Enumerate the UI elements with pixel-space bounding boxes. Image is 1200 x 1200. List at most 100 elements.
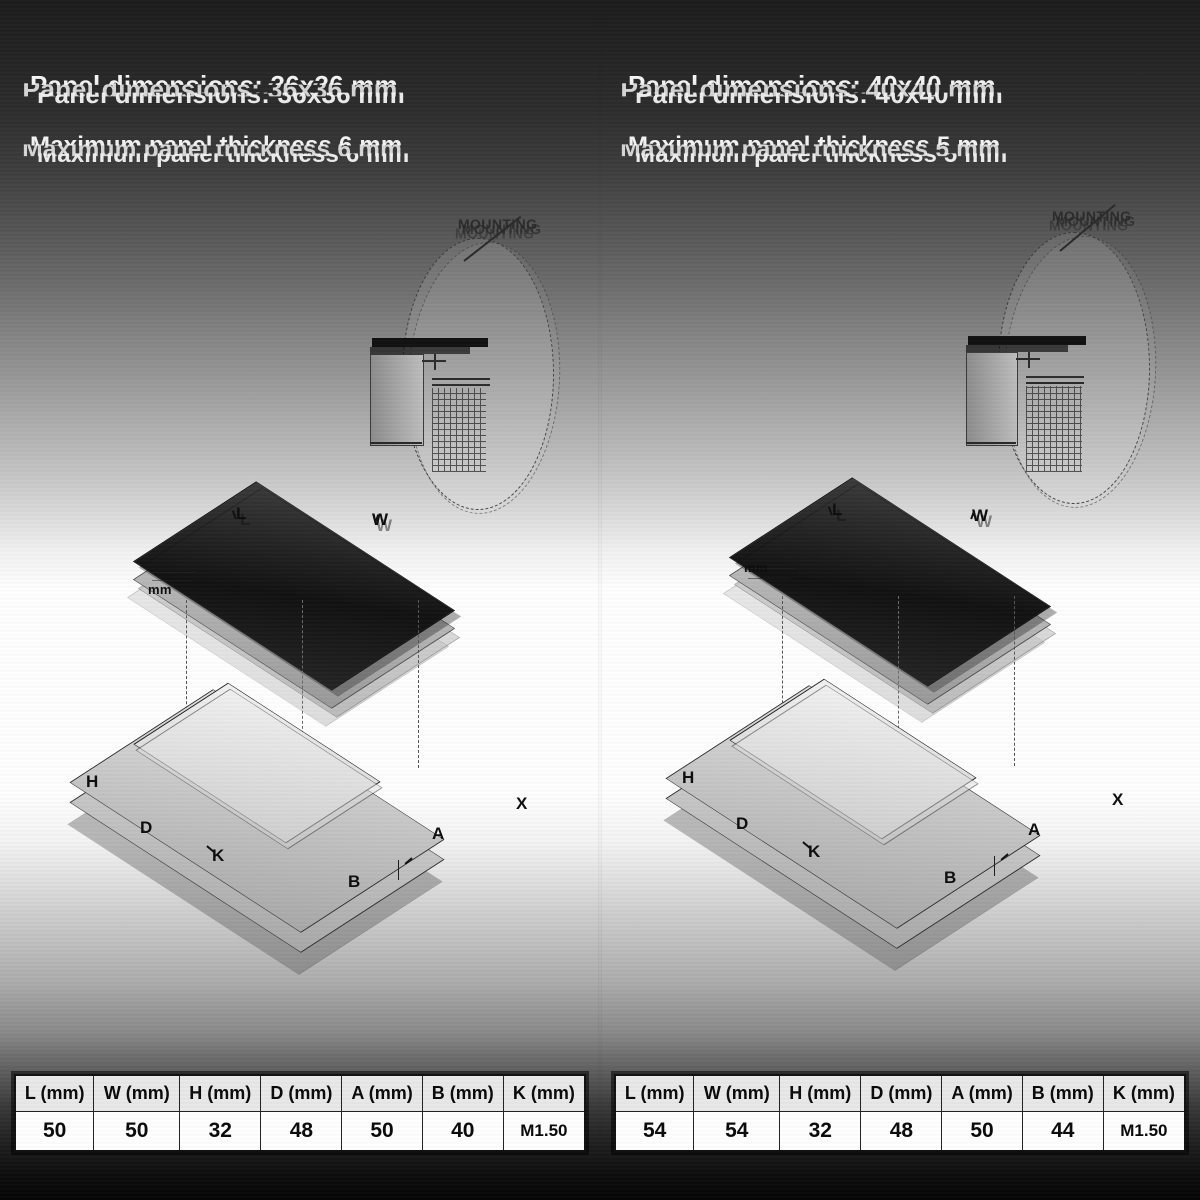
label-H: H (86, 772, 99, 791)
left-heading-1-layer-c: Panel dimensions: 36x36 mm (22, 74, 398, 104)
left-drawing-panel: Panel dimensions: 36x36 mm Panel dimensi… (0, 0, 600, 1152)
right-headings: Panel dimensions: 40x40 mm Panel dimensi… (620, 70, 1168, 188)
table-header-row: L (mm) W (mm) H (mm) D (mm) A (mm) B (mm… (14, 1074, 586, 1112)
callout-title-ghost-a: MOUNTING (462, 221, 542, 237)
td-L: 54 (614, 1111, 695, 1152)
xsec-plate-top (372, 338, 488, 347)
left-heading-1: Panel dimensions: 36x36 mm Panel dimensi… (22, 70, 570, 126)
left-heading-2: Maximum panel thickness 6 mm Maximum pan… (22, 132, 570, 188)
label-L: L (236, 504, 247, 523)
callout-title-ghost-b: MOUNTING (455, 224, 535, 242)
label-B: B (348, 872, 361, 891)
label-X: X (1112, 790, 1124, 809)
left-heading-1-layer-a: Panel dimensions: 36x36 mm (30, 70, 398, 100)
tick-b (398, 860, 400, 880)
right-heading-2-layer-b: Maximum panel thickness 5 mm (635, 141, 1008, 168)
right-heading-1-layer-a: Panel dimensions: 40x40 mm (628, 70, 996, 100)
xsec-rule-d (432, 384, 490, 386)
label-mm: mm (744, 560, 768, 575)
right-heading-2-layer-a: Maximum panel thickness 5 mm (628, 132, 1001, 159)
th-B: B (mm) (421, 1074, 504, 1112)
th-A: A (mm) (941, 1074, 1023, 1112)
label-B: B (944, 868, 957, 887)
left-dimension-table-wrap: L (mm) W (mm) H (mm) D (mm) A (mm) B (mm… (14, 1074, 586, 1152)
box-assembly (67, 660, 508, 975)
label-W: W (972, 506, 989, 525)
th-D: D (mm) (260, 1074, 343, 1112)
td-K: M1.50 (502, 1111, 586, 1152)
label-D: D (140, 818, 153, 837)
th-K: K (mm) (1102, 1074, 1186, 1112)
td-B: 40 (421, 1111, 504, 1152)
xsec-rule-c (1026, 376, 1084, 378)
label-A: A (432, 824, 445, 843)
right-dimension-table: L (mm) W (mm) H (mm) D (mm) A (mm) B (mm… (614, 1074, 1186, 1152)
th-D: D (mm) (860, 1074, 943, 1112)
callout-cross-section (966, 328, 1152, 478)
leader-mm-ghost (152, 580, 192, 582)
label-W: W (372, 510, 389, 529)
label-W-ghost: W (976, 512, 993, 531)
left-heading-2-layer-a: Maximum panel thickness 6 mm (30, 132, 403, 159)
label-X: X (516, 794, 528, 813)
th-W: W (mm) (93, 1074, 181, 1112)
td-W: 54 (693, 1111, 781, 1152)
xsec-plate-top (968, 336, 1086, 345)
th-L: L (mm) (614, 1074, 695, 1112)
left-dimension-table: L (mm) W (mm) H (mm) D (mm) A (mm) B (mm… (14, 1074, 586, 1152)
callout-title-ghost-b: MOUNTING (1049, 216, 1129, 234)
td-D: 48 (860, 1111, 943, 1152)
right-heading-2-layer-c: Maximum panel thickness 5 mm (620, 136, 1001, 163)
th-A: A (mm) (341, 1074, 423, 1112)
xsec-hatch-region (432, 388, 486, 472)
label-K: K (212, 846, 225, 865)
left-exploded-assembly: L W mm H D A B K X L W (0, 0, 600, 1000)
right-dimension-table-wrap: L (mm) W (mm) H (mm) D (mm) A (mm) B (mm… (614, 1074, 1186, 1152)
callout-title: MOUNTING (458, 216, 538, 232)
left-heading-2-layer-b: Maximum panel thickness 6 mm (37, 141, 410, 168)
right-heading-1-layer-c: Panel dimensions: 40x40 mm (620, 74, 996, 104)
xsec-body-left (966, 352, 1018, 446)
leader-mm-ghost (748, 578, 790, 580)
table-row: 50 50 32 48 50 40 M1.50 (14, 1111, 586, 1152)
td-W: 50 (93, 1111, 181, 1152)
th-B: B (mm) (1021, 1074, 1104, 1112)
leader-mm (150, 572, 196, 574)
panel-divider (598, 0, 602, 1200)
xsec-rule-c (432, 378, 490, 380)
label-mm: mm (148, 582, 172, 597)
left-heading-2-layer-c: Maximum panel thickness 6 mm (22, 136, 403, 163)
left-headings: Panel dimensions: 36x36 mm Panel dimensi… (22, 70, 570, 188)
td-H: 32 (779, 1111, 862, 1152)
label-W-ghost: W (376, 516, 393, 535)
label-H: H (682, 768, 695, 787)
table-header-row: L (mm) W (mm) H (mm) D (mm) A (mm) B (mm… (614, 1074, 1186, 1112)
right-heading-1-layer-b: Panel dimensions: 40x40 mm (635, 79, 1003, 109)
callout-title-ghost-a: MOUNTING (1056, 213, 1136, 229)
xsec-rule-e (370, 442, 422, 444)
callout-cross-section (370, 330, 558, 480)
label-L-ghost: L (240, 510, 251, 529)
tick-b (994, 856, 996, 876)
left-heading-1-layer-b: Panel dimensions: 36x36 mm (37, 79, 405, 109)
th-H: H (mm) (779, 1074, 862, 1112)
td-H: 32 (179, 1111, 262, 1152)
projection-line-left (782, 596, 783, 758)
projection-line-right (1014, 596, 1015, 766)
box-assembly (663, 656, 1104, 971)
xsec-rule-b (1028, 352, 1030, 368)
td-K: M1.50 (1102, 1111, 1186, 1152)
xsec-plate-top-ghost (370, 347, 470, 354)
th-L: L (mm) (14, 1074, 95, 1112)
label-D: D (736, 814, 749, 833)
right-exploded-assembly: L W mm H D A B K X L W (600, 0, 1200, 1000)
xsec-rule-d (1026, 382, 1084, 384)
xsec-plate-top-ghost (966, 345, 1068, 352)
right-heading-1: Panel dimensions: 40x40 mm Panel dimensi… (620, 70, 1168, 126)
right-heading-2: Maximum panel thickness 5 mm Maximum pan… (620, 132, 1168, 188)
xsec-hatch-region (1026, 386, 1082, 472)
callout-title: MOUNTING (1052, 208, 1132, 224)
label-L: L (832, 500, 843, 519)
th-K: K (mm) (502, 1074, 586, 1112)
